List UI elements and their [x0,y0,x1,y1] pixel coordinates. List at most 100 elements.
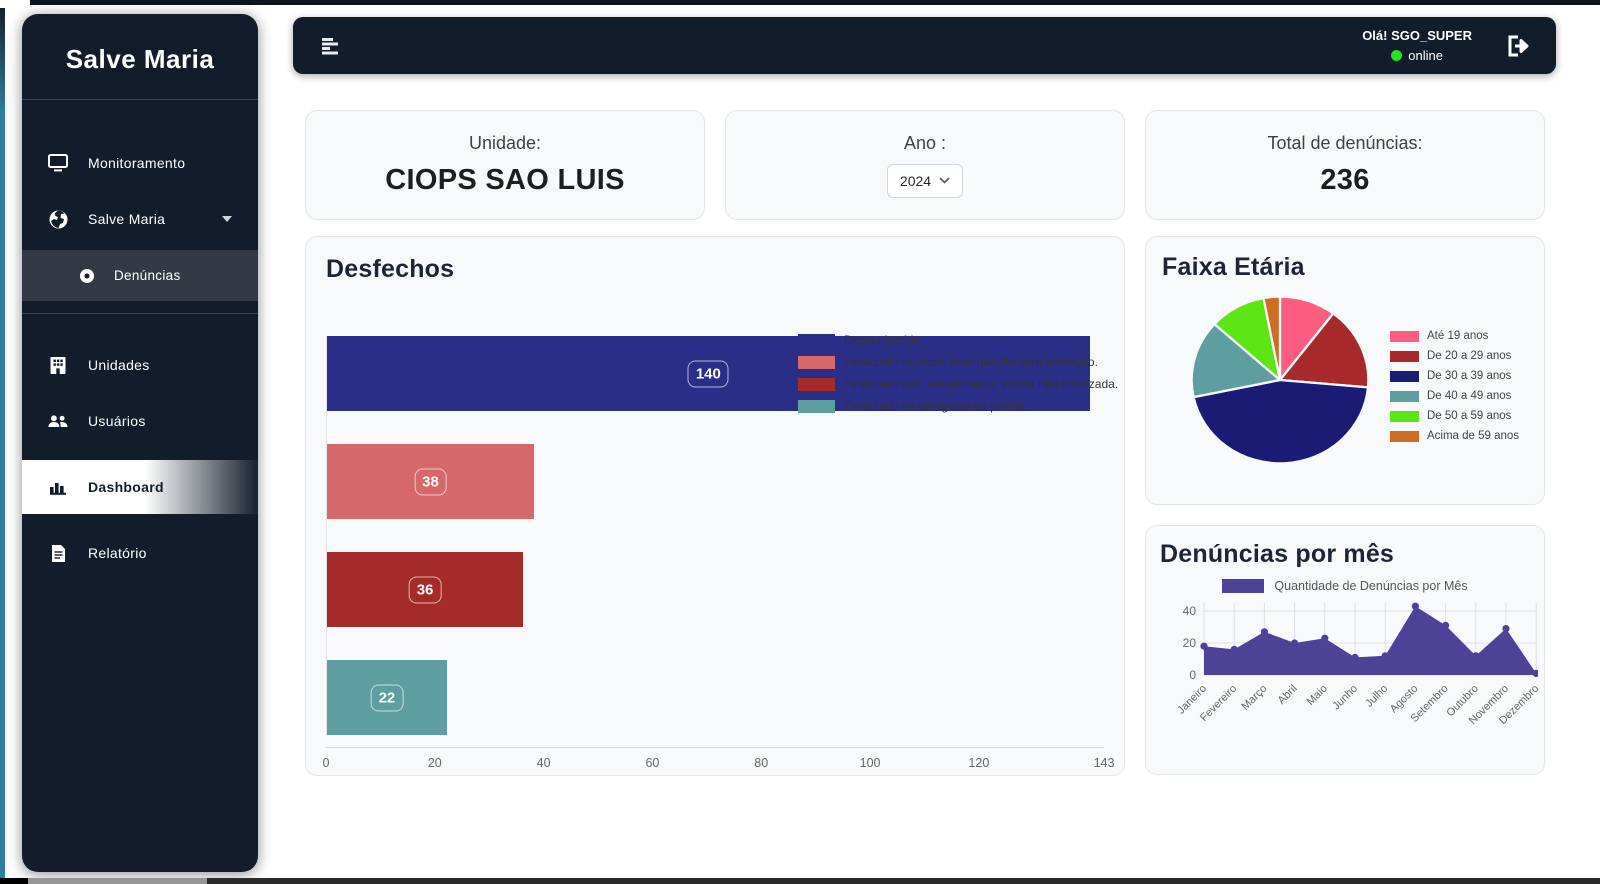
x-tick-label: Julho [1363,683,1390,710]
scrollbar-thumb[interactable] [28,878,207,884]
legend-label: Finalizado sem atendimento. Vítima não l… [844,377,1119,391]
sign-out-icon [1508,35,1529,56]
legend-item[interactable]: De 30 a 39 anos [1390,370,1519,382]
main-content: Olá! SGO_SUPER online Unidade: CIOPS SAO… [293,17,1556,776]
online-status-label: online [1408,47,1443,63]
y-tick-label: 20 [1183,636,1197,650]
legend-item[interactable]: Até 19 anos [1390,330,1519,342]
pie-slice-1 [1278,312,1370,389]
sidebar-item-denuncias[interactable]: Denúncias [22,250,258,301]
unidade-label: Unidade: [468,133,542,153]
bar-chart-icon [48,477,68,497]
legend-swatch [1390,370,1419,382]
legend-swatch [1390,330,1419,342]
legend-label: De 40 a 49 anos [1427,390,1512,402]
sidebar-item-monitoramento[interactable]: Monitoramento [22,142,258,184]
sidebar-toggle-button[interactable] [319,35,341,57]
data-point [1381,652,1389,660]
area-series [1204,606,1537,675]
pie-slice-2 [1192,378,1370,465]
sidebar-item-salve-maria[interactable]: Salve Maria [22,198,258,240]
faixa-etaria-pie [1184,290,1376,475]
topbar: Olá! SGO_SUPER online [293,17,1556,74]
bar-3: 22 [327,660,447,735]
legend-label: Finalizado na delegacia de polícia. [844,399,1029,413]
x-tick-label: 80 [754,756,769,770]
window-edge-top [30,0,1600,5]
user-greeting: Olá! SGO_SUPER [1362,28,1472,43]
denuncias-mes-chart-card: Denúncias por mês Quantidade de Denúncia… [1145,525,1545,775]
denuncias-mes-title: Denúncias por mês [1160,540,1395,568]
sidebar-divider [22,313,258,314]
unidade-card: Unidade: CIOPS SAO LUIS [305,110,705,220]
data-point [1411,602,1419,610]
x-tick-label: 120 [968,756,990,770]
x-tick-label: Maio [1305,683,1330,708]
y-tick-label: 40 [1183,604,1197,618]
sidebar-item-usuarios[interactable]: Usuários [22,400,258,442]
total-denuncias-card: Total de denúncias: 236 [1145,110,1545,220]
desfechos-legend: Desconhecido Finalizado no local. Averigu… [798,333,1118,413]
horizontal-scrollbar[interactable] [0,878,1600,884]
sidebar-item-label: Relatório [88,545,147,561]
total-denuncias-label: Total de denúncias: [1267,133,1423,153]
sidebar-item-unidades[interactable]: Unidades [22,344,258,386]
ano-label: Ano : [903,132,947,153]
legend-item[interactable]: Finalizado sem atendimento. Vítima não l… [798,377,1118,391]
document-icon [48,543,68,563]
denuncias-mes-area-chart: 0 20 40 Janeiro Fevereiro Março Abril Maio Junho… [1166,597,1541,760]
legend-item[interactable]: De 50 a 59 anos [1390,410,1519,422]
desfechos-title: Desfechos [326,255,455,283]
app-brand: Salve Maria [22,14,258,100]
desfechos-x-axis: 0 20 40 60 80 100 120 143 [322,747,1114,777]
legend-item[interactable]: Desconhecido [798,333,1118,347]
data-point [1321,634,1329,642]
sidebar-item-label: Usuários [88,413,146,429]
legend-swatch [1390,410,1419,422]
sidebar-item-label: Salve Maria [88,211,166,227]
legend-item[interactable]: Acima de 59 anos [1390,430,1519,442]
x-tick-label: 100 [859,756,881,770]
building-icon [48,355,68,375]
year-select-value: 2024 [899,172,932,189]
window-edge-left [0,8,5,884]
x-tick-label: 0 [322,756,330,770]
monitor-icon [48,153,68,173]
legend-item[interactable]: Finalizado na delegacia de polícia. [798,399,1118,413]
x-tick-label: Março [1239,683,1269,713]
menu-bars-icon [322,37,338,54]
bar-1: 38 [327,444,534,519]
sidebar-item-dashboard[interactable]: Dashboard [22,460,258,514]
legend-label: De 50 a 59 anos [1427,410,1512,422]
unidade-value: CIOPS SAO LUIS [385,164,625,196]
sidebar-item-label: Dashboard [88,479,164,495]
legend-label: Quantidade de Denúncias por Mês [1274,579,1468,593]
data-point [1291,639,1299,647]
faixa-etaria-legend: Até 19 anos De 20 a 29 anos De 30 a 39 ano… [1390,330,1519,442]
legend-swatch [1390,430,1419,442]
data-point [1502,625,1510,633]
legend-swatch [798,355,835,369]
legend-item[interactable]: De 20 a 29 anos [1390,350,1519,362]
online-status-dot [1391,49,1403,61]
legend-item[interactable]: Finalizado no local. Averiguação sem alt… [798,355,1118,369]
sidebar-item-label: Denúncias [114,268,181,283]
faixa-etaria-chart-card: Faixa Etária Até 19 anos De 20 a 29 anos D… [1145,236,1545,505]
denuncias-mes-legend[interactable]: Quantidade de Denúncias por Mês [1160,579,1530,593]
x-tick-label: 143 [1093,756,1115,770]
logout-button[interactable] [1506,35,1530,57]
legend-item[interactable]: De 40 a 49 anos [1390,390,1519,402]
sidebar-item-label: Unidades [88,357,150,373]
bar-2: 36 [327,552,524,627]
summary-cards-row: Unidade: CIOPS SAO LUIS Ano : 2024 Total… [305,110,1545,220]
sidebar-item-relatorio[interactable]: Relatório [22,532,258,574]
total-denuncias-value: 236 [1320,164,1370,196]
x-tick-label: 40 [536,756,551,770]
legend-label: Até 19 anos [1427,330,1489,342]
legend-swatch [798,377,835,391]
data-point [1442,621,1450,629]
x-tick-label: Abril [1276,683,1300,707]
year-select[interactable]: 2024 [886,163,964,198]
scrollbar-corner [0,878,28,884]
pie-slice-3 [1190,322,1282,399]
